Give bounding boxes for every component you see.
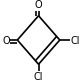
Text: O: O (35, 0, 42, 10)
Text: Cl: Cl (70, 36, 80, 46)
Text: O: O (2, 36, 10, 46)
Text: Cl: Cl (34, 72, 43, 82)
